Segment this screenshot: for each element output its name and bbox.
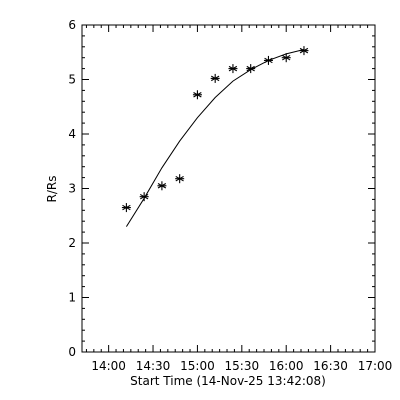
data-point [299,46,309,56]
plot-frame [81,24,376,353]
x-tick-label: 14:00 [91,359,126,373]
y-tick-label: 3 [68,182,76,196]
data-point [157,181,167,191]
x-tick-label: 16:30 [313,359,348,373]
x-axis-label: Start Time (14-Nov-25 13:42:08) [130,374,326,388]
x-tick-label: 14:30 [136,359,171,373]
data-point [121,203,131,213]
axis-ticks [82,24,376,353]
data-point [192,90,202,100]
x-tick-label: 16:00 [269,359,304,373]
y-tick-label: 0 [68,345,76,359]
data-point [139,192,149,202]
x-tick-label: 17:00 [358,359,393,373]
x-tick-label: 15:30 [225,359,260,373]
y-tick-label: 4 [68,127,76,141]
data-point [281,53,291,63]
data-point [263,55,273,65]
y-tick-label: 2 [68,236,76,250]
tick-labels: 14:00 14:30 15:00 15:30 16:00 16:30 17:00 0 1 2 3 4… [68,18,392,373]
fit-curve [125,49,305,227]
x-tick-label: 15:00 [180,359,215,373]
y-tick-label: 5 [68,73,76,87]
data-points [121,46,309,213]
data-point [228,64,238,74]
y-tick-label: 1 [68,291,76,305]
y-axis-label: R/Rs [45,176,59,203]
data-point [246,64,256,74]
data-point [210,73,220,83]
data-point [175,174,185,184]
y-tick-label: 6 [68,18,76,32]
